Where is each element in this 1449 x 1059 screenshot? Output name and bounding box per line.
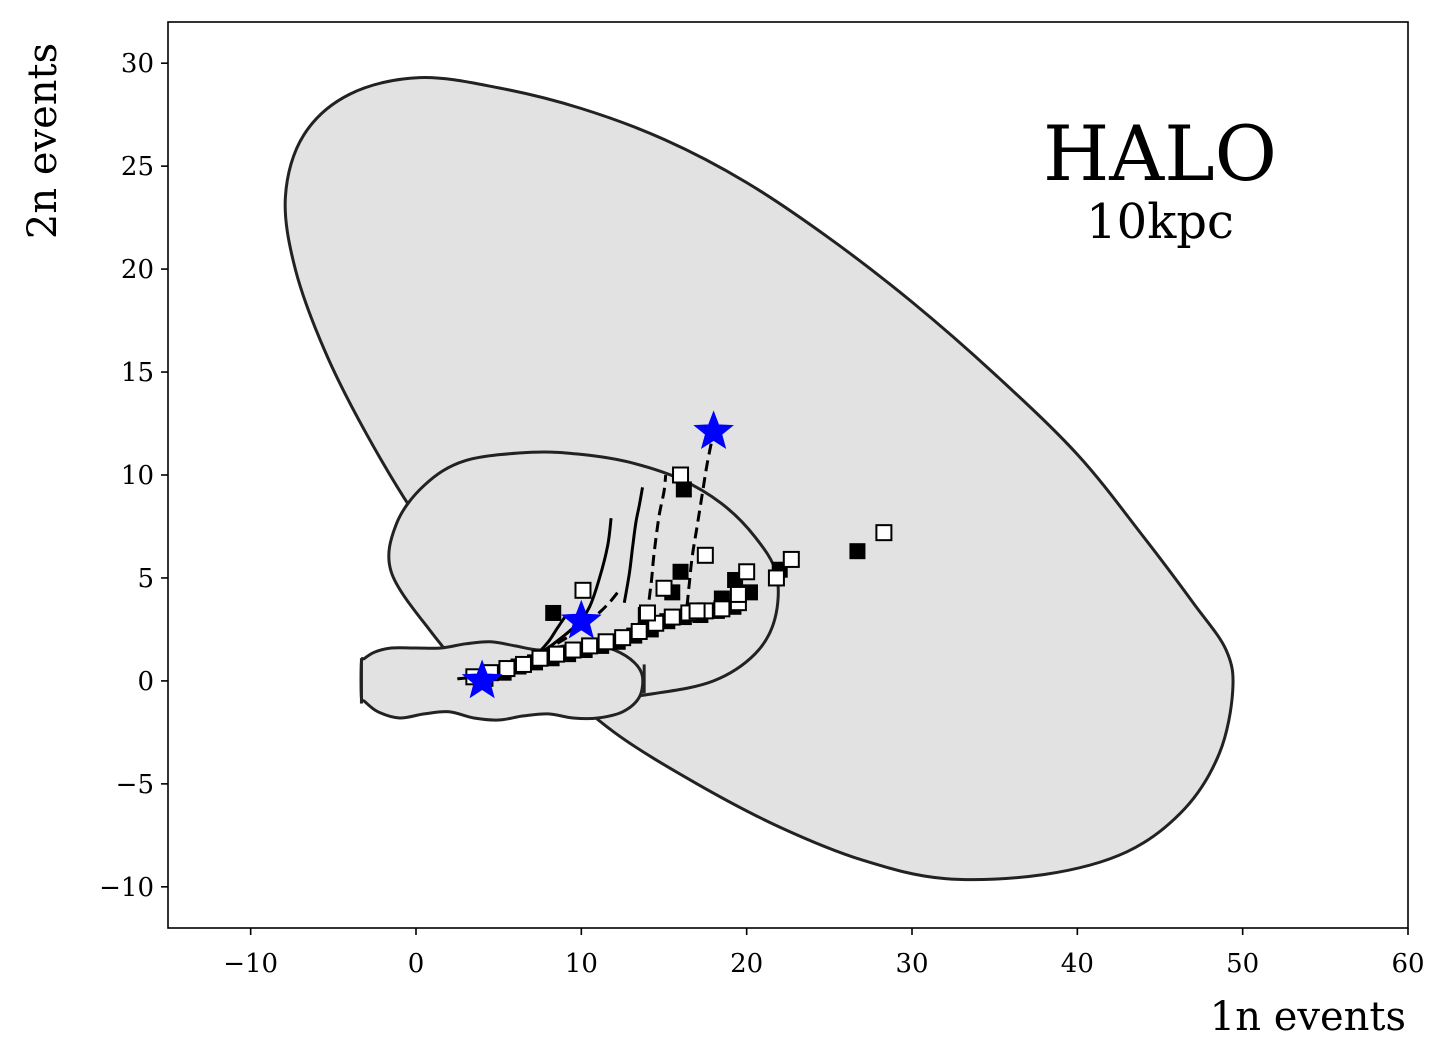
x-axis-label: 1n events: [1210, 994, 1406, 1040]
y-tick-label: 0: [137, 667, 154, 697]
track-line-3: [622, 487, 644, 603]
x-tick-label: −10: [223, 949, 278, 979]
points: [461, 410, 893, 699]
y-tick-label: 30: [121, 49, 154, 79]
open-square-point: [498, 660, 516, 678]
x-tick-label: 0: [408, 949, 425, 979]
y-axis-ticks: −10 −5 0 5 10 15 20 25 30: [99, 49, 168, 903]
open-square-point: [738, 563, 756, 581]
open-square-point: [663, 608, 681, 626]
open-square-point: [638, 604, 656, 622]
star-point: [461, 659, 503, 699]
open-square-point: [531, 649, 549, 667]
annotation-halo: HALO: [1043, 109, 1277, 198]
open-square-point: [630, 622, 648, 640]
open-square-point: [729, 585, 747, 603]
open-square-point: [713, 600, 731, 618]
y-tick-label: 10: [121, 461, 154, 491]
open-square-point: [782, 550, 800, 568]
filled-square-point: [545, 604, 562, 621]
open-square-point: [655, 579, 673, 597]
y-tick-label: 20: [121, 255, 154, 285]
annotation-distance: 10kpc: [1086, 194, 1234, 250]
x-axis-ticks: −10 0 10 20 30 40 50 60: [223, 928, 1425, 979]
x-tick-label: 50: [1226, 949, 1259, 979]
open-square-point: [875, 524, 893, 542]
x-tick-label: 60: [1391, 949, 1424, 979]
x-tick-label: 40: [1061, 949, 1094, 979]
region-large: [283, 76, 1235, 882]
open-square-point: [574, 581, 592, 599]
x-tick-label: 10: [565, 949, 598, 979]
open-square-point: [614, 629, 632, 647]
filled-square-point: [672, 563, 689, 580]
y-tick-label: 5: [137, 564, 154, 594]
x-tick-label: 30: [895, 949, 928, 979]
open-square-point: [514, 655, 532, 673]
x-tick-label: 20: [730, 949, 763, 979]
filled-square-point: [849, 543, 866, 560]
open-square-point: [696, 546, 714, 564]
open-square-point: [672, 466, 690, 484]
y-tick-label: −5: [116, 770, 154, 800]
star-point: [560, 599, 602, 639]
open-square-point: [767, 569, 785, 587]
open-square-point: [581, 637, 599, 655]
star-point: [693, 410, 734, 450]
filled-square-point: [675, 481, 692, 498]
open-square-point: [548, 645, 566, 663]
y-axis-label: 2n events: [20, 43, 66, 239]
y-tick-label: 25: [121, 152, 154, 182]
open-square-point: [564, 641, 582, 659]
open-square-point: [688, 602, 706, 620]
y-tick-label: 15: [121, 358, 154, 388]
y-tick-label: −10: [99, 873, 154, 903]
open-square-point: [597, 633, 615, 651]
